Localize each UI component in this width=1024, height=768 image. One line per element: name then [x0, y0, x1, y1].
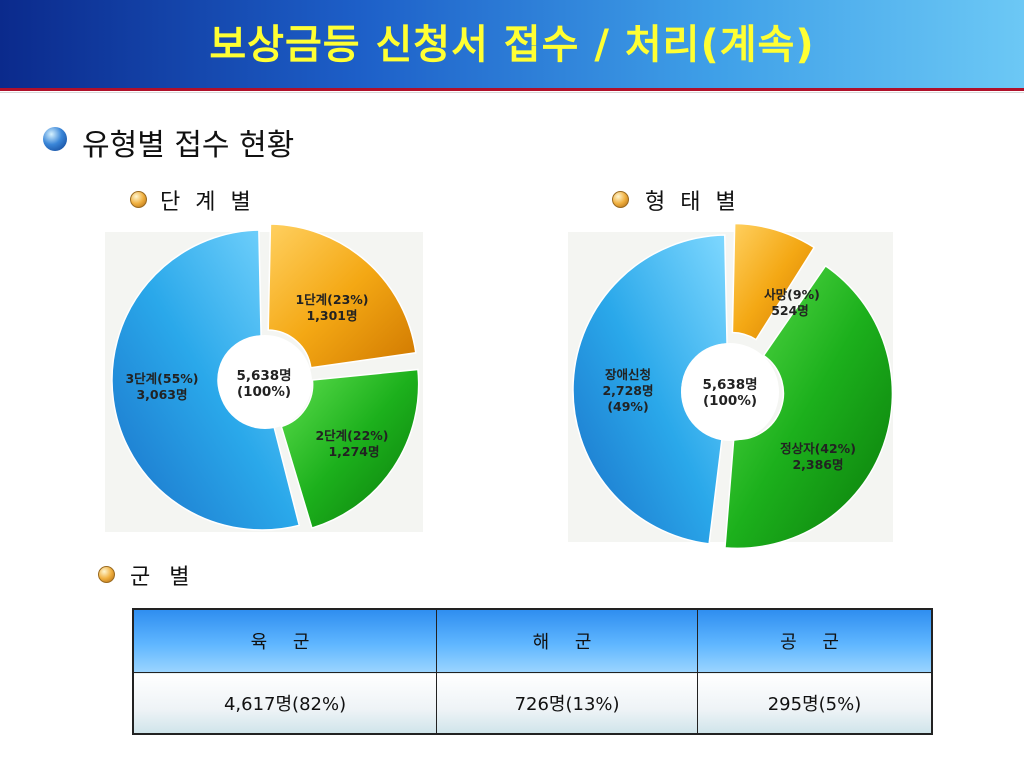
pie1-label-stage1-percent: (23%) — [327, 292, 368, 307]
pie1-label-stage2-value: 1,274명 — [328, 444, 379, 459]
pie2-label-death-name: 사망 — [764, 287, 788, 302]
svg-text:2단계(22%): 2단계(22%) — [315, 428, 388, 443]
pie1-label-stage2-name: 2단계 — [315, 428, 347, 443]
svg-text:1단계(23%): 1단계(23%) — [295, 292, 368, 307]
pie2-slice-death — [731, 222, 816, 341]
pie2-label-disability-name: 장애신청 — [605, 367, 651, 382]
pie2-center-value: 5,638명 — [702, 376, 757, 393]
pie2-slice-normal — [724, 264, 894, 550]
stage-bullet-icon — [130, 191, 147, 208]
pie2-label-normal-name: 정상자 — [780, 441, 815, 456]
svg-text:3단계(55%): 3단계(55%) — [125, 371, 198, 386]
table-header-army: 육 군 — [132, 608, 438, 673]
pie1-label-stage3-percent: (55%) — [157, 371, 198, 386]
table-header-row: 육 군 해 군 공 군 — [132, 608, 933, 673]
pie2-center-hole — [681, 343, 779, 441]
table-header-airforce: 공 군 — [697, 608, 933, 673]
pie1-label-stage1-name: 1단계 — [295, 292, 327, 307]
table-row: 4,617명(82%) 726명(13%) 295명(5%) — [132, 672, 933, 735]
section-bullet-icon — [43, 127, 67, 151]
table-cell-army: 4,617명(82%) — [132, 672, 438, 735]
branch-table: 육 군 해 군 공 군 4,617명(82%) 726명(13%) 295명(5… — [132, 608, 933, 735]
svg-text:사망(9%): 사망(9%) — [764, 287, 820, 302]
pie2-label-death-value: 524명 — [771, 303, 809, 318]
pie1-center-value: 5,638명 — [236, 367, 291, 384]
pie2-label-disability-percent: (49%) — [607, 399, 648, 414]
header-divider-shadow — [0, 92, 1024, 93]
section-title: 유형별 접수 현황 — [82, 128, 295, 163]
branch-bullet-icon — [98, 566, 115, 583]
pie2-label-disability-value: 2,728명 — [602, 383, 653, 398]
pie1-slice-stage1 — [267, 223, 417, 369]
pie1-label-stage3-value: 3,063명 — [136, 387, 187, 402]
stage-subtitle: 단 계 별 — [160, 190, 255, 215]
table-cell-airforce: 295명(5%) — [697, 672, 933, 735]
pie2-label-normal-value: 2,386명 — [792, 457, 843, 472]
pie2-label-death-percent: (9%) — [787, 287, 820, 302]
pie1-label-stage2-percent: (22%) — [347, 428, 388, 443]
table-cell-navy: 726명(13%) — [436, 672, 699, 735]
pie1-slice-stage2 — [280, 368, 420, 529]
type-subtitle: 형 태 별 — [645, 190, 740, 215]
branch-subtitle: 군 별 — [130, 565, 196, 590]
header-banner — [0, 0, 1024, 88]
page-title: 보상금등 신청서 접수 / 처리(계속) — [209, 22, 815, 68]
pie1-label-stage3-name: 3단계 — [125, 371, 157, 386]
svg-text:정상자(42%): 정상자(42%) — [780, 441, 856, 456]
pie1-center-hole — [218, 335, 312, 429]
table-header-navy: 해 군 — [436, 608, 699, 673]
pie1-center-percent: (100%) — [237, 384, 291, 400]
pie2-center-percent: (100%) — [703, 393, 757, 409]
type-bullet-icon — [612, 191, 629, 208]
header-divider — [0, 88, 1024, 91]
pie2-label-normal-percent: (42%) — [815, 441, 856, 456]
pie1-label-stage1-value: 1,301명 — [306, 308, 357, 323]
